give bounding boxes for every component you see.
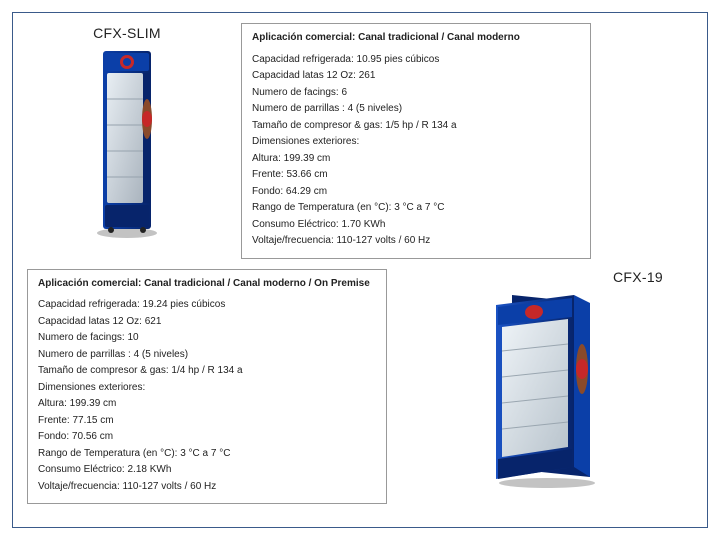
product1-spec-line: Numero de facings: 6	[252, 85, 580, 101]
product-block-slim: CFX-SLIM	[27, 21, 693, 259]
product2-spec-line: Fondo: 70.56 cm	[38, 429, 376, 445]
product2-spec-line: Consumo Eléctrico: 2.18 KWh	[38, 462, 376, 478]
product2-spec-line: Numero de parrillas : 4 (5 niveles)	[38, 347, 376, 363]
product1-spec-line: Numero de parrillas : 4 (5 niveles)	[252, 101, 580, 117]
product1-spec-line: Frente: 53.66 cm	[252, 167, 580, 183]
product2-right-col: CFX-19	[401, 269, 693, 505]
product1-spec-line: Capacidad latas 12 Oz: 261	[252, 68, 580, 84]
product2-spec-line: Dimensiones exteriores:	[38, 380, 376, 396]
product1-spec-box: Aplicación comercial: Canal tradicional …	[241, 23, 591, 259]
product-block-19: Aplicación comercial: Canal tradicional …	[27, 269, 693, 505]
product1-spec-line: Rango de Temperatura (en °C): 3 °C a 7 °…	[252, 200, 580, 216]
product2-spec-line: Numero de facings: 10	[38, 330, 376, 346]
product1-spec-list: Capacidad refrigerada: 10.95 pies cúbico…	[252, 52, 580, 249]
product2-spec-line: Capacidad latas 12 Oz: 621	[38, 314, 376, 330]
product1-spec-line: Altura: 199.39 cm	[252, 151, 580, 167]
product1-spec-line: Fondo: 64.29 cm	[252, 184, 580, 200]
product2-model: CFX-19	[613, 269, 663, 285]
product1-spec-line: Dimensiones exteriores:	[252, 134, 580, 150]
product1-image	[27, 49, 227, 239]
product2-spec-line: Tamaño de compresor & gas: 1/4 hp / R 13…	[38, 363, 376, 379]
product1-app: Aplicación comercial: Canal tradicional …	[252, 30, 580, 46]
product1-spec-line: Consumo Eléctrico: 1.70 KWh	[252, 217, 580, 233]
product1-model: CFX-SLIM	[27, 25, 227, 41]
page-frame: CFX-SLIM	[12, 12, 708, 528]
product2-spec-list: Capacidad refrigerada: 19.24 pies cúbico…	[38, 297, 376, 494]
product2-spec-line: Rango de Temperatura (en °C): 3 °C a 7 °…	[38, 446, 376, 462]
product2-spec-line: Voltaje/frecuencia: 110-127 volts / 60 H…	[38, 479, 376, 495]
product2-spec-line: Frente: 77.15 cm	[38, 413, 376, 429]
product2-image	[401, 289, 693, 489]
product2-app: Aplicación comercial: Canal tradicional …	[38, 276, 376, 292]
product1-spec-line: Capacidad refrigerada: 10.95 pies cúbico…	[252, 52, 580, 68]
product1-spec-line: Tamaño de compresor & gas: 1/5 hp / R 13…	[252, 118, 580, 134]
product2-spec-box: Aplicación comercial: Canal tradicional …	[27, 269, 387, 505]
product1-left-col: CFX-SLIM	[27, 21, 227, 259]
product2-spec-line: Altura: 199.39 cm	[38, 396, 376, 412]
product2-spec-line: Capacidad refrigerada: 19.24 pies cúbico…	[38, 297, 376, 313]
product1-spec-line: Voltaje/frecuencia: 110-127 volts / 60 H…	[252, 233, 580, 249]
